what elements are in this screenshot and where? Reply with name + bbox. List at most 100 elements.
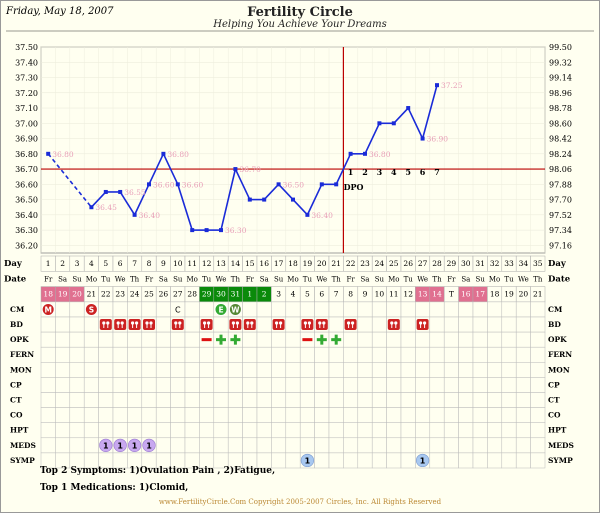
temp-point	[175, 182, 180, 187]
obs-cell	[328, 422, 344, 439]
obs-cell	[55, 422, 71, 439]
obs-cell	[386, 301, 402, 318]
obs-cell	[501, 437, 517, 454]
obs-cell	[256, 422, 272, 439]
obs-cell	[98, 346, 114, 363]
obs-cell	[530, 392, 546, 408]
obs-cell	[357, 422, 373, 439]
date-label: 2	[262, 290, 267, 299]
row-label: OPK	[10, 335, 29, 344]
obs-cell	[98, 362, 114, 378]
temp-point	[305, 212, 310, 217]
obs-cell	[40, 377, 56, 393]
obs-cell	[487, 392, 503, 408]
opk-negative-icon	[302, 338, 313, 342]
obs-cell	[501, 316, 517, 333]
weekday-label: Su	[476, 275, 486, 283]
obs-cell	[227, 437, 243, 454]
obs-cell	[141, 331, 157, 348]
bd-icon-dot	[250, 321, 254, 325]
obs-cell	[184, 437, 200, 454]
obs-cell	[55, 316, 71, 333]
obs-cell	[127, 407, 143, 423]
plot-area	[40, 46, 546, 254]
temp-line-segment	[47, 153, 93, 208]
obs-cell	[371, 422, 387, 439]
obs-cell	[141, 362, 157, 378]
obs-cell	[242, 392, 258, 408]
obs-cell	[227, 392, 243, 408]
day-number: 19	[303, 259, 313, 268]
day-number: 31	[475, 259, 485, 268]
chart-title: Fertility Circle	[247, 5, 353, 20]
weekday-label: Su	[72, 275, 82, 283]
obs-cell	[501, 346, 517, 363]
obs-cell	[429, 362, 445, 378]
obs-cell	[530, 452, 546, 469]
obs-cell	[155, 362, 171, 378]
obs-cell	[400, 346, 416, 363]
temp-line-segment	[220, 168, 237, 231]
obs-cell	[127, 331, 143, 348]
day-number: 11	[187, 259, 197, 268]
obs-cell	[98, 407, 114, 423]
temp-point	[103, 189, 108, 194]
row-label-right: BD	[548, 320, 561, 329]
date-label: 27	[173, 290, 183, 299]
bd-icon	[315, 319, 328, 330]
date-label: 1	[247, 290, 252, 299]
obs-cell	[271, 437, 287, 454]
temp-point	[391, 121, 396, 126]
obs-cell	[285, 377, 301, 393]
y-tick-label-f: 99.14	[549, 74, 572, 83]
bd-icon	[387, 319, 400, 330]
dpo-label: DPO	[344, 182, 364, 192]
meds-marker	[128, 438, 142, 452]
obs-cell	[443, 362, 459, 378]
temp-point	[406, 106, 411, 111]
obs-cell	[357, 362, 373, 378]
day-number: 24	[375, 259, 385, 268]
obs-cell	[400, 422, 416, 439]
obs-cell	[487, 331, 503, 348]
date-label: 19	[504, 290, 514, 299]
obs-cell	[530, 422, 546, 439]
weekday-label: Tu	[101, 275, 111, 283]
obs-cell	[314, 452, 330, 469]
day-number: 35	[533, 259, 543, 268]
obs-cell	[343, 362, 359, 378]
temp-line-segment	[148, 153, 165, 185]
symp-marker	[416, 453, 430, 468]
obs-cell	[69, 346, 85, 363]
obs-cell	[371, 452, 387, 469]
obs-cell	[155, 437, 171, 454]
day-number: 4	[89, 259, 94, 268]
obs-cell	[386, 452, 402, 469]
obs-cell	[386, 362, 402, 378]
obs-cell	[69, 362, 85, 378]
row-label: CP	[10, 380, 22, 389]
bd-icon-dot	[275, 321, 279, 325]
obs-cell	[487, 452, 503, 469]
obs-cell	[458, 407, 474, 423]
obs-cell	[213, 316, 229, 333]
day-number: 9	[161, 259, 166, 268]
day-number: 21	[331, 259, 341, 268]
obs-cell	[458, 362, 474, 378]
temp-point	[118, 189, 123, 194]
obs-cell	[127, 362, 143, 378]
day-number: 3	[75, 259, 80, 268]
temp-data-label: 36.80	[52, 150, 74, 159]
date-label: 12	[403, 290, 413, 299]
row-label-right: CM	[548, 305, 562, 314]
top-symptoms: Top 2 Symptoms: 1)Ovulation Pain , 2)Fat…	[40, 466, 276, 476]
bd-icon	[229, 319, 242, 330]
weekday-label: Fr	[145, 275, 154, 283]
date-label: 7	[334, 290, 339, 299]
obs-cell	[199, 301, 215, 318]
obs-cell	[155, 392, 171, 408]
y-tick-label-f: 98.24	[549, 150, 572, 159]
obs-cell	[155, 407, 171, 423]
date-label: 26	[159, 290, 169, 299]
obs-cell	[429, 407, 445, 423]
